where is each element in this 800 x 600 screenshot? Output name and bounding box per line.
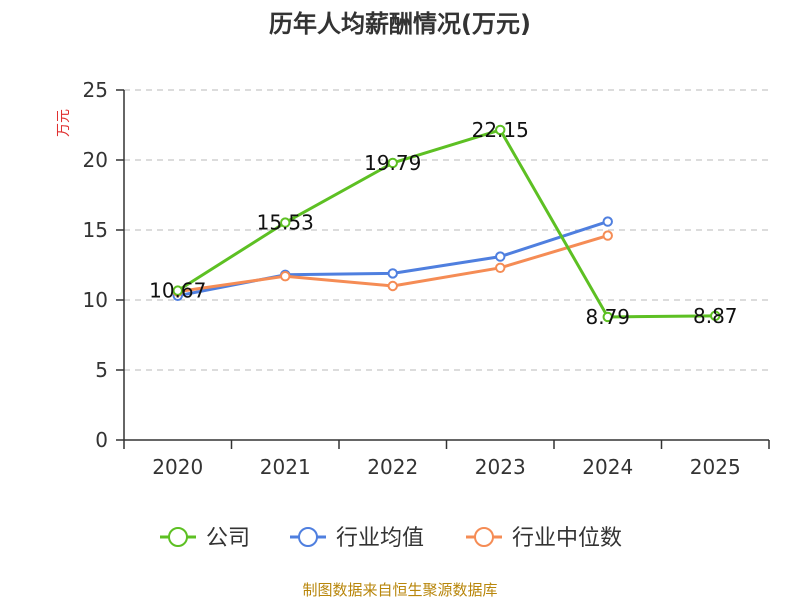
x-tick-label: 2025 [690,455,741,479]
data-label: 22.15 [472,118,529,142]
data-point[interactable] [172,285,183,296]
data-point[interactable] [280,271,291,282]
grid-lines [124,89,769,371]
data-point[interactable] [280,217,291,228]
data-labels: 10.67 15.53 19.79 22.15 8.79 8.87 [149,118,737,329]
x-tick-label: 2023 [475,455,526,479]
data-label: 19.79 [364,151,421,175]
x-tick-label: 2022 [367,455,418,479]
data-label: 10.67 [149,279,206,303]
legend-label[interactable]: 行业中位数 [512,526,622,551]
y-tick-label: 10 [83,288,108,312]
data-label: 15.53 [257,211,314,235]
data-label: 8.87 [693,304,738,328]
source-note: 制图数据来自恒生聚源数据库 [302,581,497,599]
data-point[interactable] [602,311,613,323]
data-point[interactable] [495,251,506,262]
legend-marker[interactable] [474,527,494,547]
data-point[interactable] [387,268,398,279]
chart-title: 历年人均薪酬情况(万元) [269,10,531,38]
data-point[interactable] [495,262,506,273]
y-tick-label: 15 [83,218,108,242]
y-tick-label: 25 [83,78,108,102]
legend-marker[interactable] [298,527,318,547]
data-point[interactable] [495,124,506,136]
y-axis-label: 万元 [56,109,72,137]
data-point[interactable] [602,230,613,241]
data-point[interactable] [602,216,613,227]
x-tick-label: 2021 [260,455,311,479]
series-lines [172,124,721,323]
legend-label[interactable]: 公司 [206,526,250,551]
x-tick-label: 2020 [152,455,203,479]
series-line [176,128,717,319]
y-tick-label: 0 [95,428,108,452]
data-label: 8.79 [585,305,630,329]
legend-label[interactable]: 行业均值 [336,526,424,551]
y-tick-label: 5 [95,358,108,382]
data-point[interactable] [387,280,398,292]
data-point[interactable] [387,157,398,169]
y-tick-label: 20 [83,148,108,172]
legend: 公司 行业均值 行业中位数 [160,526,622,551]
x-tick-label: 2024 [582,455,633,479]
data-point[interactable] [710,310,721,322]
legend-marker[interactable] [168,527,188,547]
